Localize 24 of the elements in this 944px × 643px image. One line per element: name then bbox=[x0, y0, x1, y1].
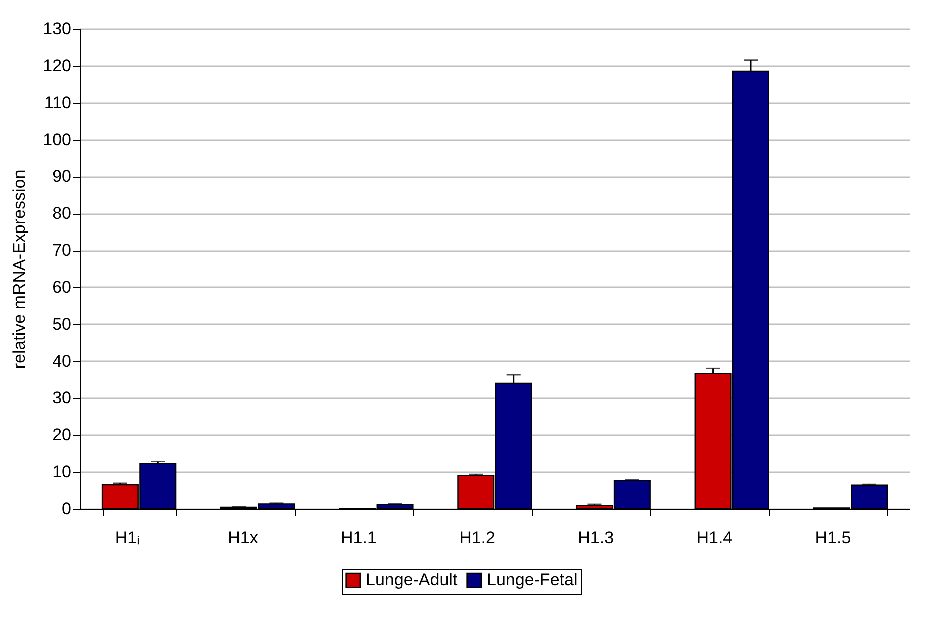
y-tick-label: 40 bbox=[52, 352, 72, 371]
x-tick-label: H1ᵢ bbox=[115, 528, 140, 548]
y-tick-label: 110 bbox=[44, 93, 72, 112]
y-tick-label: 120 bbox=[43, 56, 72, 76]
y-tick-label: 130 bbox=[43, 20, 72, 38]
y-tick-label: 70 bbox=[52, 241, 72, 260]
legend-label: Lunge-Adult bbox=[366, 570, 458, 590]
y-tick-label: 0 bbox=[62, 500, 72, 518]
y-axis-title: relative mRNA-Expression bbox=[10, 170, 30, 370]
x-tick-label: H1.2 bbox=[460, 528, 496, 548]
y-tick-label: 100 bbox=[43, 130, 72, 150]
y-tick-label: 90 bbox=[52, 167, 72, 186]
y-tick-label: 50 bbox=[52, 314, 72, 334]
x-tick-label: H1.5 bbox=[815, 528, 852, 548]
y-tick-label: 10 bbox=[52, 462, 72, 482]
x-tick-label: H1x bbox=[228, 528, 259, 548]
legend-label: Lunge-Fetal bbox=[487, 570, 578, 590]
y-tick-label: 20 bbox=[52, 426, 72, 445]
y-tick-label: 80 bbox=[52, 204, 72, 224]
x-tick-label: H1.3 bbox=[578, 528, 614, 548]
y-tick-label: 60 bbox=[52, 278, 72, 297]
x-tick-label: H1.1 bbox=[341, 528, 377, 548]
y-tick-label: 30 bbox=[52, 388, 72, 408]
x-tick-label: H1.4 bbox=[696, 528, 733, 548]
